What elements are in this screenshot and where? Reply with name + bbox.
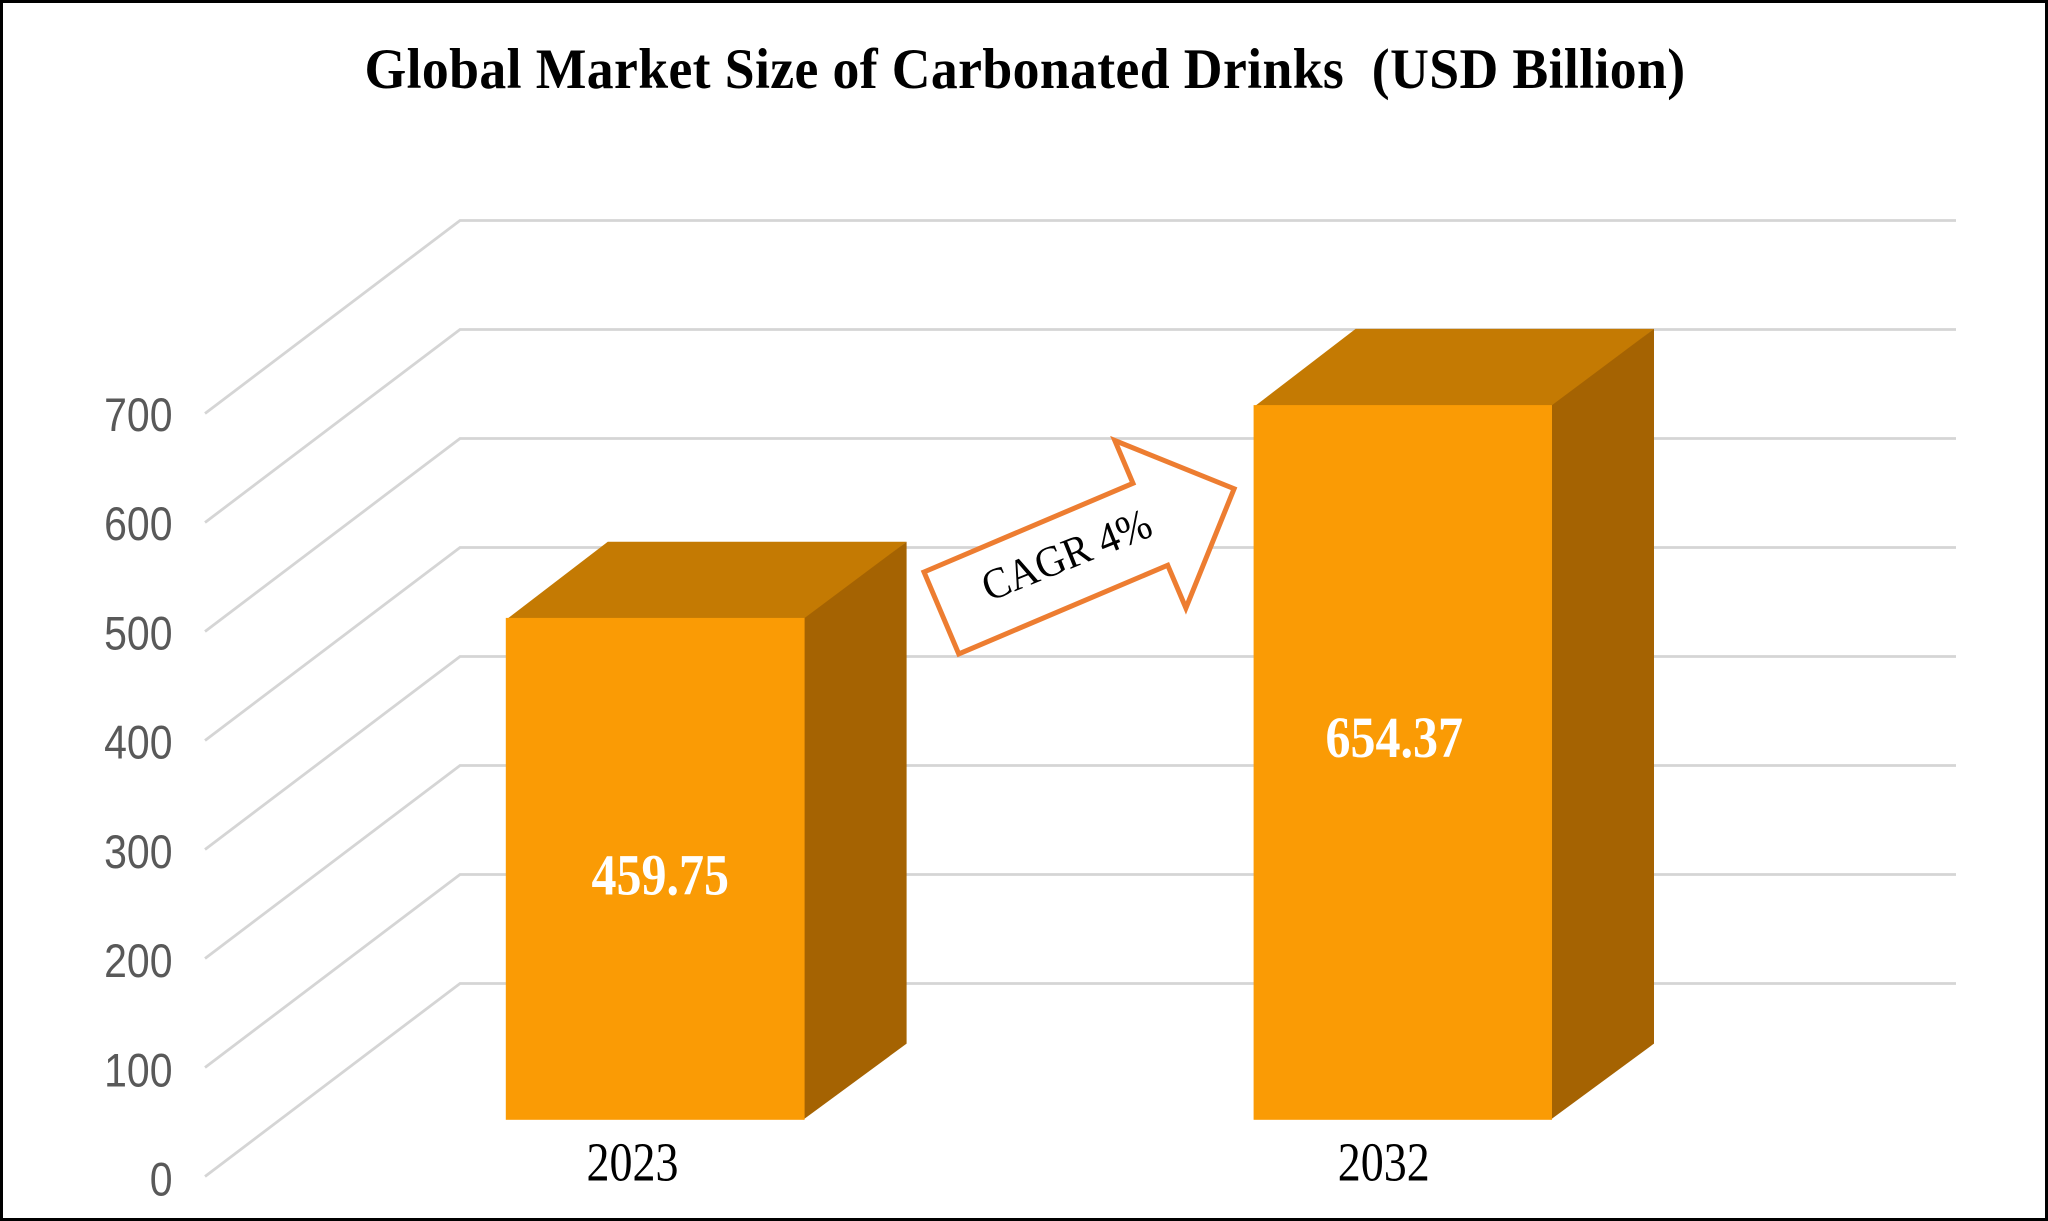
svg-text:200: 200 [104,935,172,987]
svg-text:2032: 2032 [1338,1132,1430,1193]
svg-text:654.37: 654.37 [1326,706,1463,771]
svg-text:100: 100 [104,1045,172,1097]
svg-text:300: 300 [104,826,172,878]
svg-text:500: 500 [104,608,172,660]
svg-text:600: 600 [104,499,172,551]
svg-text:2023: 2023 [587,1132,679,1193]
svg-text:Global Market Size of Carbonat: Global Market Size of Carbonated Drinks … [364,37,1685,101]
svg-text:400: 400 [104,717,172,769]
svg-text:0: 0 [150,1154,173,1206]
svg-text:700: 700 [104,389,172,441]
svg-text:459.75: 459.75 [591,843,728,908]
